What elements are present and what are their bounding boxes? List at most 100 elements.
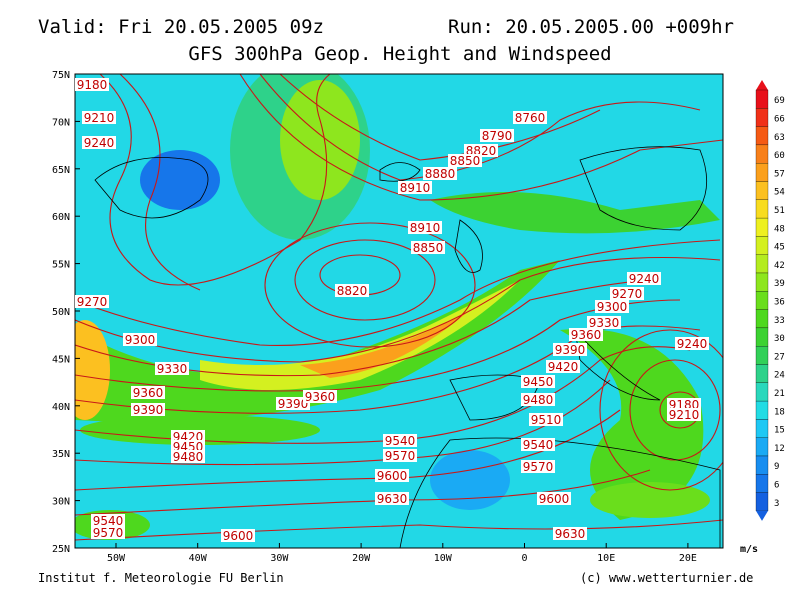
lat-label: 60N: [52, 212, 70, 223]
colorbar-box: [755, 108, 769, 127]
lat-label: 50N: [52, 307, 70, 318]
contour-label-bg: [171, 440, 205, 453]
contour-label: 9360: [305, 390, 336, 404]
contour-label-bg: [75, 295, 109, 308]
colorbar-label: 54: [774, 188, 785, 198]
colorbar-arrow: [756, 80, 768, 90]
colorbar-label: 42: [774, 261, 785, 271]
contour-label-bg: [303, 390, 337, 403]
contour-label-bg: [91, 526, 125, 539]
lon-label: 20E: [679, 553, 697, 564]
contour-label: 9210: [84, 111, 115, 125]
contour-label: 9390: [555, 343, 586, 357]
lat-label: 55N: [52, 260, 70, 271]
footer-left: Institut f. Meteorologie FU Berlin: [38, 571, 284, 585]
contour-label-bg: [464, 144, 498, 157]
colorbar-unit: m/s: [740, 544, 758, 555]
colorbar-label: 21: [774, 389, 785, 399]
contour-label-bg: [171, 430, 205, 443]
contour-label-bg: [408, 221, 442, 234]
colorbar-box: [755, 455, 769, 475]
colorbar-label: 9: [774, 462, 779, 472]
contour-label: 9240: [677, 337, 708, 351]
colorbar-label: 66: [774, 114, 785, 124]
colorbar-box: [755, 236, 769, 255]
contour-label-bg: [221, 529, 255, 542]
contour-label-bg: [276, 397, 310, 410]
contour-label-bg: [131, 386, 165, 399]
colorbar-label: 18: [774, 407, 785, 417]
contour-label-bg: [82, 136, 116, 149]
contour-label: 9390: [278, 397, 309, 411]
contour-label-bg: [75, 78, 109, 91]
run-time: Run: 20.05.2005.00 +009hr: [448, 16, 734, 38]
contour-label: 9540: [93, 514, 124, 528]
colorbar-box: [755, 217, 769, 237]
contour-label: 9450: [523, 375, 554, 389]
contour-label-bg: [553, 527, 587, 540]
contour-label-bg: [610, 287, 644, 300]
contour-label: 8910: [410, 221, 441, 235]
contour-label-bg: [375, 469, 409, 482]
contour-label: 9240: [629, 272, 660, 286]
map-title: GFS 300hPa Geop. Height and Windspeed: [188, 43, 611, 65]
lat-label: 75N: [52, 70, 70, 81]
colorbar-label: 24: [774, 371, 785, 381]
lat-label: 40N: [52, 402, 70, 413]
contour-label-bg: [529, 413, 563, 426]
contour-label: 9210: [669, 408, 700, 422]
lat-label: 65N: [52, 165, 70, 176]
contour-label: 9360: [571, 328, 602, 342]
colorbar-box: [755, 309, 769, 329]
contour-label: 9300: [125, 333, 156, 347]
colorbar-label: 51: [774, 206, 785, 216]
colorbar-label: 6: [774, 480, 779, 490]
lat-label: 70N: [52, 117, 70, 128]
lon-label: 0: [521, 553, 527, 564]
contour-label: 9330: [589, 316, 620, 330]
contour-label: 9240: [84, 136, 115, 150]
contour-label: 9270: [612, 287, 643, 301]
contour-label-bg: [521, 438, 555, 451]
contour-label-bg: [423, 167, 457, 180]
valid-time: Valid: Fri 20.05.2005 09z: [38, 16, 324, 38]
contour-label-bg: [675, 337, 709, 350]
contour-label: 8760: [515, 111, 546, 125]
lat-label: 45N: [52, 354, 70, 365]
colorbar-label: 69: [774, 96, 785, 106]
lon-label: 50W: [107, 553, 126, 564]
lon-label: 20W: [352, 553, 371, 564]
contour-label: 9570: [523, 460, 554, 474]
contour-label-bg: [398, 181, 432, 194]
contour-label-bg: [537, 492, 571, 505]
contour-label-bg: [411, 241, 445, 254]
contour-label-bg: [667, 408, 701, 421]
contour-label-bg: [587, 316, 621, 329]
contour-label: 9480: [173, 450, 204, 464]
contour-label: 9270: [77, 295, 108, 309]
lat-label: 25N: [52, 544, 70, 555]
colorbar-box: [755, 492, 769, 512]
contour-label: 9600: [539, 492, 570, 506]
contour-label-bg: [155, 362, 189, 375]
colorbar-label: 57: [774, 169, 785, 179]
colorbar-label: 27: [774, 352, 785, 362]
colorbar-label: 33: [774, 316, 785, 326]
lat-label: 35N: [52, 449, 70, 460]
colorbar-label: 36: [774, 297, 785, 307]
colorbar-box: [755, 400, 769, 420]
contour-label: 9540: [523, 438, 554, 452]
colorbar-box: [755, 272, 769, 292]
contour-label-bg: [569, 328, 603, 341]
contour-label: 9570: [93, 526, 124, 540]
colorbar-box: [755, 254, 769, 274]
contour-label: 9510: [531, 413, 562, 427]
contour-label: 8820: [337, 284, 368, 298]
colorbar-label: 3: [774, 499, 779, 509]
contour-label-bg: [553, 343, 587, 356]
contour-label-bg: [448, 154, 482, 167]
contour-label-bg: [91, 514, 125, 527]
contour-label-bg: [546, 360, 580, 373]
contour-label: 9630: [377, 492, 408, 506]
